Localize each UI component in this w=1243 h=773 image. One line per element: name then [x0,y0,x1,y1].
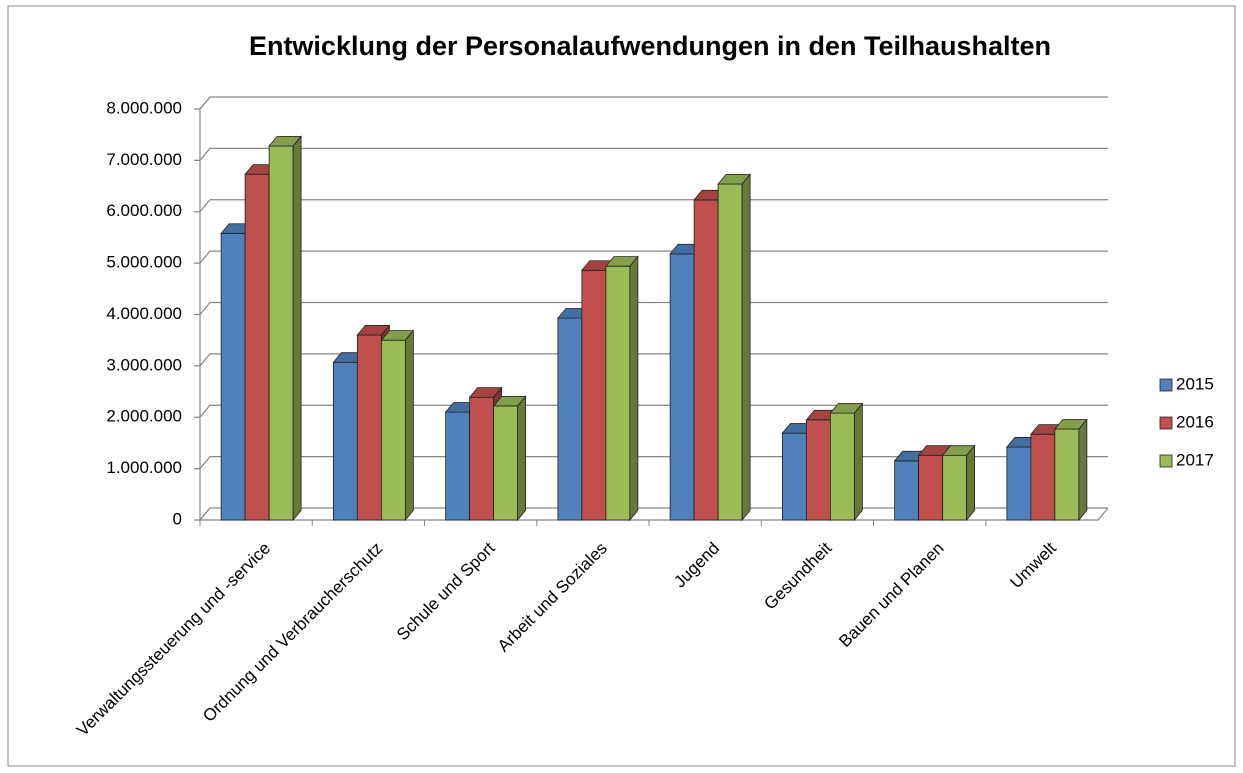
grid-line [194,199,1108,213]
y-tick-label: 1.000.000 [106,458,182,477]
bar [917,444,952,522]
bar [380,329,415,522]
bar [605,255,639,522]
bar-front [1006,446,1032,521]
legend-swatch [1159,454,1173,468]
grid-line [194,456,1108,470]
bar-front [717,183,743,521]
bar-front [918,454,944,521]
y-tick-label: 8.000.000 [106,98,182,117]
bar-front [693,199,719,521]
bar-front [581,269,607,521]
bar-side [629,255,639,522]
grid-line [194,250,1108,264]
y-tick-label: 0 [173,509,182,528]
y-tick-label: 4.000.000 [106,304,182,323]
bar [268,135,302,522]
bar-front [469,396,495,521]
grid-line [194,96,1108,110]
bar-front [1030,433,1056,521]
bar [941,444,976,522]
bar-front [220,232,246,521]
legend-label: 2015 [1176,374,1214,393]
grid-line [194,301,1108,316]
bar-front [829,412,855,521]
bar-front [380,339,406,521]
bar-front [356,334,382,521]
chart-title: Entwicklung der Personalaufwendungen in … [249,31,1051,61]
bar-front [1054,428,1080,521]
y-tick-label: 6.000.000 [106,201,182,220]
y-tick-label: 5.000.000 [106,253,182,272]
bar-side [1078,418,1088,522]
grid-line [194,353,1108,367]
grid-line [194,404,1108,418]
legend-swatch [1159,378,1173,392]
bar-front [493,405,519,521]
bar-side [404,329,414,522]
bar-front [894,460,920,521]
bar-side [741,173,751,522]
y-tick-label: 2.000.000 [106,407,182,426]
legend-label: 2016 [1176,412,1214,431]
bar-front [557,317,583,521]
legend-label: 2017 [1176,450,1214,469]
bar [717,173,751,522]
bar-front [445,411,471,521]
grid-line [194,507,1108,521]
bar [1054,418,1088,522]
bar [829,402,864,522]
y-tick-label: 3.000.000 [106,355,182,374]
bar-side [517,395,527,522]
bar-front [942,454,968,521]
bar-side [966,444,976,522]
bar-front [268,145,294,521]
bar [492,395,527,522]
grid-line [194,147,1108,161]
bar-side [292,135,302,522]
bar-front [605,265,631,521]
bar-front [332,361,358,521]
bar-side [853,402,863,522]
bar-front [781,432,807,521]
legend-swatch [1159,416,1173,430]
bar-front [244,173,270,521]
bar-front [805,419,831,521]
bar-front [669,253,695,521]
y-tick-label: 7.000.000 [106,150,182,169]
